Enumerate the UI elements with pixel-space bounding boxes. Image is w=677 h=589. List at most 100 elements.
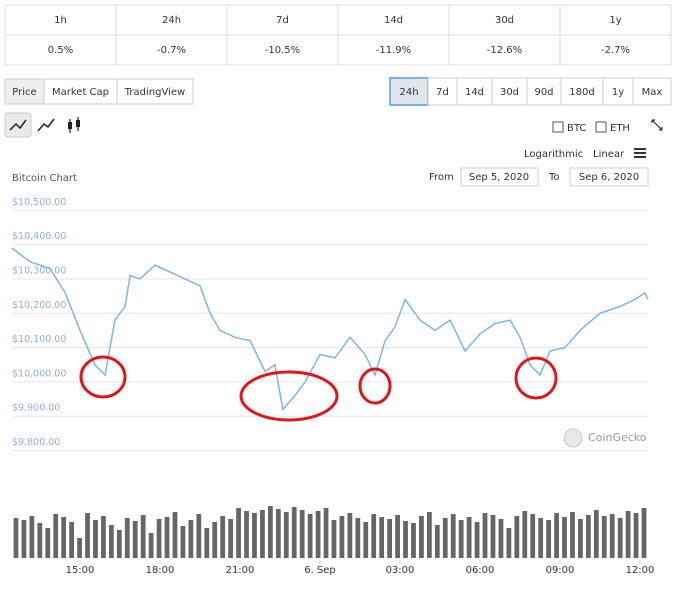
volume-bar (498, 519, 504, 558)
line-markers-icon[interactable] (37, 118, 55, 132)
from-date[interactable]: Sep 5, 2020 (469, 172, 529, 183)
volume-bar (93, 520, 98, 558)
checkbox-label[interactable]: BTC (567, 123, 586, 134)
volume-bar (315, 511, 321, 558)
volume-bar (403, 521, 408, 558)
volume-bar (339, 516, 345, 558)
volume-bar (132, 521, 138, 558)
tab-label[interactable]: Market Cap (52, 87, 109, 98)
volume-bar (554, 513, 559, 558)
table-header: 1h (54, 15, 67, 26)
volume-bar (458, 520, 464, 558)
volume-bar (395, 515, 400, 558)
candle-icon (76, 120, 80, 127)
volume-bar (180, 526, 186, 558)
watermark-logo (563, 428, 583, 448)
volume-bar (307, 514, 313, 558)
range-label[interactable]: 7d (436, 87, 449, 98)
volume-bar (506, 528, 512, 558)
plot: $9,800.00 $9,900.00 $10,000.00 $10,100.00 $1… (11, 197, 655, 576)
expand-icon[interactable] (651, 119, 663, 131)
volume-bar (371, 514, 377, 558)
range-button[interactable] (456, 77, 493, 106)
y-tick-label: $9,900.00 (12, 403, 60, 414)
volume-bar (164, 517, 170, 558)
volume-bar (140, 515, 146, 558)
volume-bar (601, 516, 607, 558)
x-tick-label: 03:00 (386, 565, 415, 576)
volume-bar (331, 520, 337, 558)
range-label[interactable]: 30d (500, 87, 519, 98)
range-label[interactable]: Max (642, 87, 663, 98)
volume-bar (466, 517, 472, 558)
annotation-circle (239, 370, 339, 422)
checkbox-label[interactable]: ETH (610, 123, 630, 134)
table-header: 14d (384, 15, 403, 26)
line-icon (9, 119, 27, 131)
chart-type-icons[interactable] (4, 112, 80, 138)
x-tick-label: 15:00 (66, 565, 95, 576)
x-tick-label: 06:00 (466, 565, 495, 576)
range-button[interactable] (560, 77, 604, 106)
range-label[interactable]: 24h (399, 87, 418, 98)
volume-bar (148, 533, 154, 558)
range-label[interactable]: 180d (569, 87, 594, 98)
volume-bar (585, 515, 591, 558)
volume-bar (530, 514, 536, 558)
x-tick-label: 21:00 (226, 565, 255, 576)
volume-bar (387, 519, 393, 558)
volume-bar (275, 509, 281, 558)
x-tick-label: 12:00 (626, 565, 655, 576)
scale-option[interactable]: Logarithmic (524, 149, 583, 160)
volume-bar (188, 520, 194, 558)
date-input[interactable] (569, 167, 649, 187)
volume-bar (172, 512, 178, 558)
candle-icon[interactable] (68, 122, 72, 129)
range-label[interactable]: 14d (465, 87, 484, 98)
menu-icon[interactable] (634, 148, 646, 158)
date-input[interactable] (460, 167, 539, 187)
tab-label[interactable]: Price (12, 87, 36, 98)
volume-bar (85, 513, 90, 558)
chart-title: Bitcoin Chart (12, 173, 77, 184)
table-header: 30d (495, 15, 514, 26)
range-button[interactable] (602, 77, 634, 106)
volume-bar (617, 518, 623, 558)
volume-bar (347, 513, 353, 558)
range-label[interactable]: 1y (612, 87, 624, 98)
volume-bar (490, 515, 496, 558)
tab-label[interactable]: TradingView (124, 87, 185, 98)
scale-option[interactable]: Linear (593, 149, 625, 160)
volume-bar (260, 510, 265, 558)
range-label[interactable]: 90d (534, 87, 553, 98)
volume-bar (13, 518, 19, 558)
table-value: -12.6% (487, 45, 522, 56)
checkbox[interactable] (552, 121, 564, 133)
table-cell (448, 4, 561, 36)
to-date[interactable]: Sep 6, 2020 (579, 172, 639, 183)
table-cell (115, 4, 228, 36)
volume-bar (442, 518, 448, 558)
table-cell (226, 34, 339, 66)
range-button[interactable] (632, 77, 672, 106)
tab[interactable] (43, 78, 118, 105)
volume-bar (625, 511, 631, 558)
tab[interactable] (116, 78, 194, 105)
volume-bar (593, 510, 599, 558)
annotation-circle (514, 356, 558, 400)
table-cell (448, 34, 561, 66)
x-tick-label: 09:00 (546, 565, 575, 576)
volume-bar (355, 518, 361, 558)
volume-bar (426, 512, 432, 558)
table-value: -0.7% (157, 45, 186, 56)
volume-bar (299, 510, 305, 558)
volume-bar (61, 517, 67, 558)
from-label: From (429, 172, 454, 183)
y-tick-label: $10,300.00 (12, 265, 66, 276)
checkbox[interactable] (595, 121, 607, 133)
y-tick-label: $10,500.00 (12, 197, 66, 208)
table-header: 24h (162, 15, 181, 26)
volume-bar (474, 522, 480, 558)
volume-bar (411, 523, 416, 558)
